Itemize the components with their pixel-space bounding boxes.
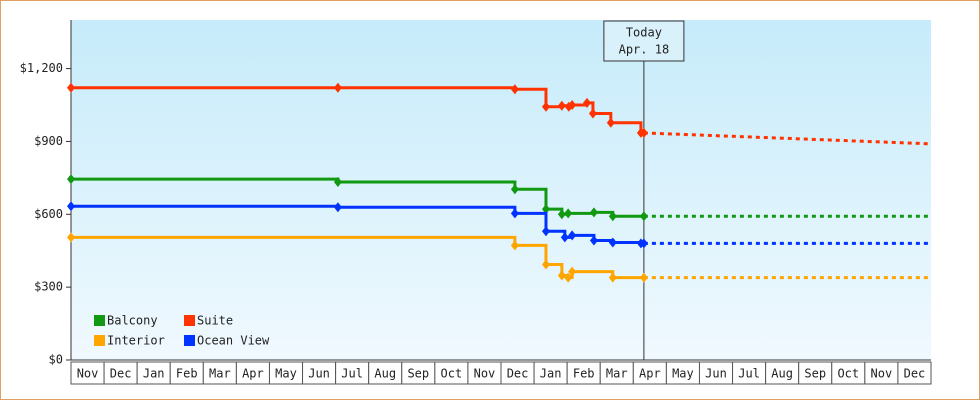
price-point [568, 230, 577, 241]
x-tick-label: Jul [341, 367, 363, 381]
price-point [510, 84, 519, 95]
x-tick-label: Jun [705, 367, 727, 381]
legend-swatch [184, 335, 195, 346]
price-point [557, 209, 566, 220]
legend-label: Ocean View [197, 334, 270, 348]
price-point [608, 211, 617, 222]
price-point [588, 108, 597, 119]
price-point [67, 232, 75, 243]
price-point [541, 101, 550, 112]
price-point [568, 100, 577, 110]
x-tick-label: Apr [639, 367, 661, 381]
price-point [541, 259, 550, 270]
price-point [510, 184, 519, 195]
price-point [608, 237, 617, 248]
x-tick-label: Oct [441, 367, 463, 381]
price-point [589, 207, 598, 218]
price-point [510, 240, 519, 251]
x-tick-label: May [672, 367, 694, 381]
today-box [603, 20, 685, 62]
x-tick-label: Dec [110, 367, 132, 381]
y-tick-label: $600 [34, 207, 63, 221]
x-tick-label: Jan [540, 367, 562, 381]
x-tick-label: May [275, 367, 297, 381]
price-point [510, 208, 519, 219]
x-tick-label: Nov [871, 367, 893, 381]
price-point [67, 201, 75, 212]
legend-label: Interior [107, 334, 165, 348]
x-tick-label: Mar [209, 367, 231, 381]
price-point [333, 202, 342, 213]
x-tick-label: Sep [407, 367, 429, 381]
x-tick-label: Jul [738, 367, 760, 381]
price-point [608, 272, 617, 283]
x-tick-label: Nov [474, 367, 496, 381]
price-point [639, 272, 648, 283]
price-point [639, 127, 648, 138]
legend-swatch [184, 315, 195, 326]
price-point [333, 176, 342, 187]
price-point [606, 117, 615, 128]
price-point [560, 232, 569, 243]
x-tick-label: Dec [507, 367, 529, 381]
price-point [333, 82, 342, 93]
x-tick-label: Dec [904, 367, 926, 381]
price-point [564, 208, 573, 219]
x-tick-label: Jun [308, 367, 330, 381]
x-tick-label: Aug [771, 367, 793, 381]
x-tick-label: Feb [573, 367, 595, 381]
x-tick-label: Nov [77, 367, 99, 381]
x-tick-label: Apr [242, 367, 264, 381]
today-label: Today [626, 26, 662, 40]
y-tick-label: $0 [49, 353, 63, 367]
month-cell [897, 361, 932, 385]
x-tick-label: Aug [374, 367, 396, 381]
today-label: Apr. 18 [619, 43, 670, 57]
legend-swatch [94, 335, 105, 346]
price-point [67, 174, 75, 185]
price-point [67, 82, 75, 93]
price-point [639, 211, 648, 222]
price-point [568, 266, 577, 277]
price-point [564, 272, 573, 283]
y-tick-label: $1,200 [20, 61, 63, 75]
price-point [541, 226, 550, 237]
price-point [557, 100, 566, 111]
price-point [589, 235, 598, 246]
legend-swatch [94, 315, 105, 326]
y-tick-label: $300 [34, 280, 63, 294]
y-tick-label: $900 [34, 134, 63, 148]
price-point [639, 238, 648, 249]
price-point [583, 97, 591, 108]
price-point [557, 270, 566, 281]
x-tick-label: Sep [804, 367, 826, 381]
x-tick-label: Oct [837, 367, 859, 381]
x-tick-label: Feb [176, 367, 198, 381]
x-tick-label: Jan [143, 367, 165, 381]
legend-label: Suite [197, 314, 233, 328]
price-point [541, 204, 550, 215]
plot-background [71, 20, 931, 360]
x-tick-label: Mar [606, 367, 628, 381]
legend-label: Balcony [107, 314, 158, 328]
